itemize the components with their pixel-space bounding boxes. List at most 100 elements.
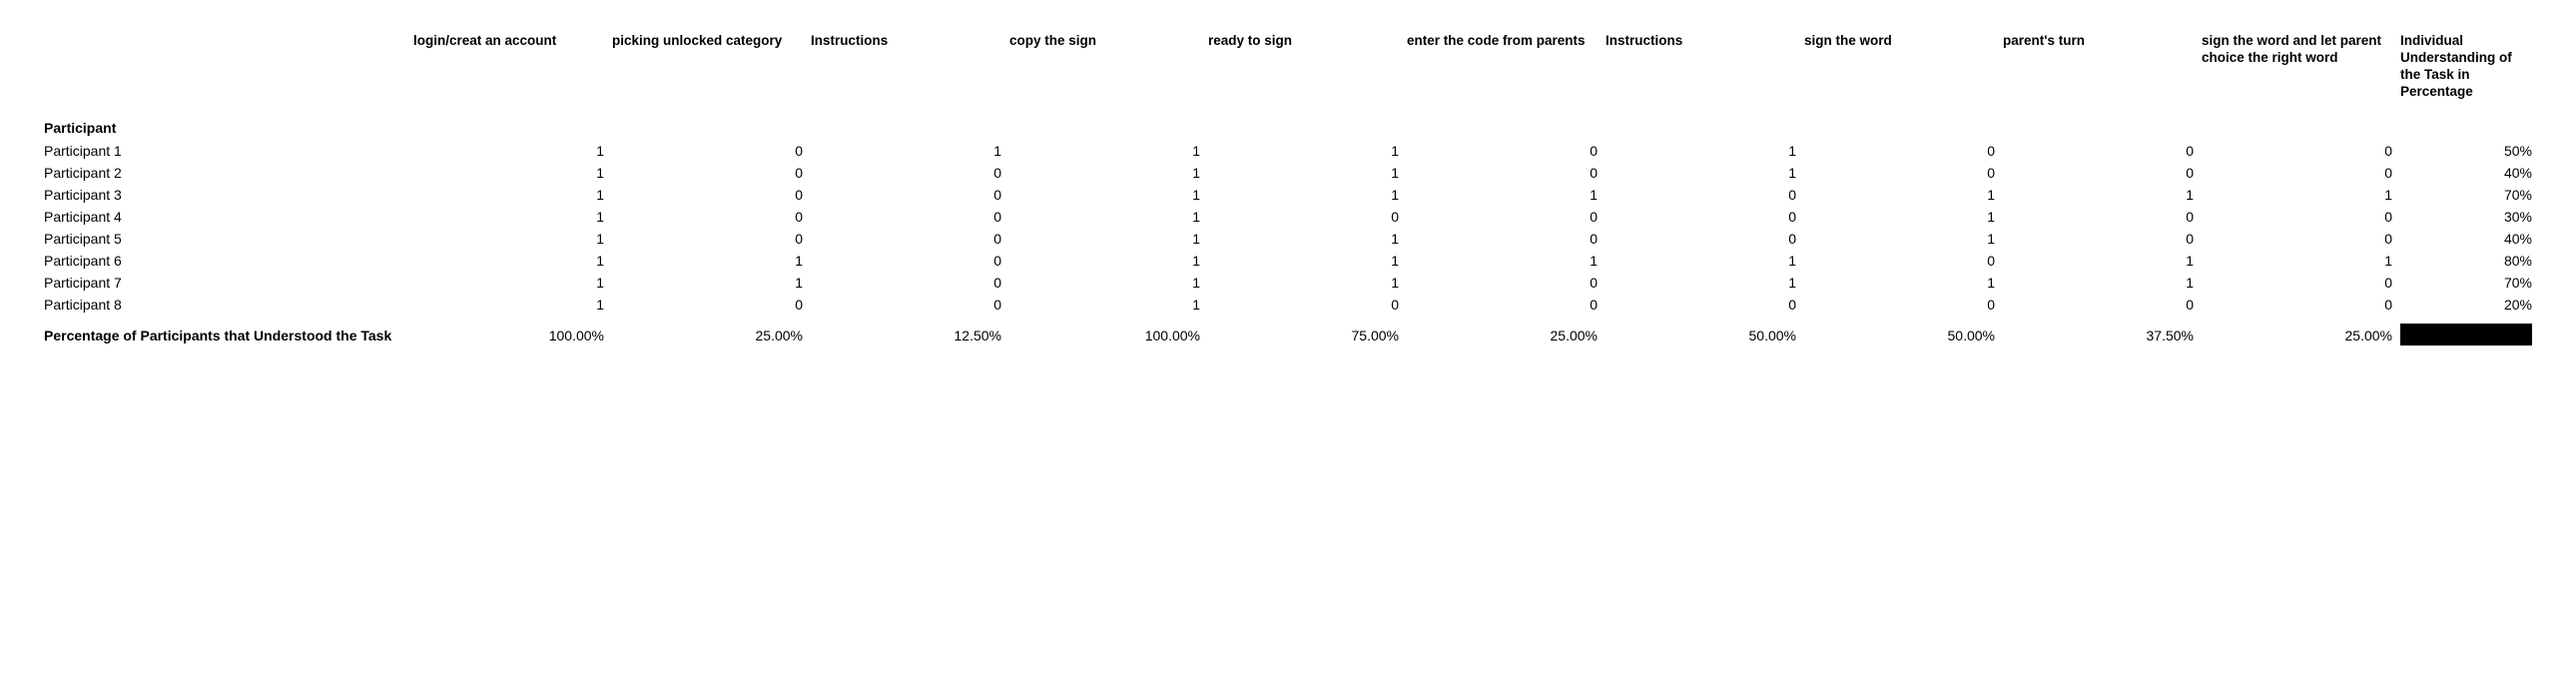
- cell: 0: [807, 184, 1005, 206]
- cell: 1: [1999, 250, 2198, 272]
- cell: 1: [1005, 250, 1204, 272]
- cell: 0: [1403, 272, 1602, 294]
- cell: 1: [1999, 184, 2198, 206]
- cell: 0: [2198, 294, 2396, 316]
- cell-pct: 40%: [2396, 228, 2536, 250]
- header-blank: [40, 30, 409, 104]
- cell: 0: [1403, 294, 1602, 316]
- cell: 0: [1403, 206, 1602, 228]
- cell: 1: [1800, 228, 1999, 250]
- summary-label: Percentage of Participants that Understo…: [40, 316, 409, 348]
- cell: 1: [1602, 162, 1800, 184]
- cell: 1: [409, 184, 608, 206]
- cell: 0: [608, 184, 807, 206]
- col-header: Instructions: [807, 30, 1005, 104]
- cell: 0: [1204, 206, 1403, 228]
- cell: 1: [1204, 272, 1403, 294]
- cell: 0: [1602, 184, 1800, 206]
- cell: 0: [1204, 294, 1403, 316]
- cell: 0: [1403, 228, 1602, 250]
- cell: 1: [1005, 162, 1204, 184]
- summary-cell: 100.00%: [409, 316, 608, 348]
- col-header: sign the word and let parent choice the …: [2198, 30, 2396, 104]
- cell: 0: [807, 162, 1005, 184]
- cell: 0: [1602, 228, 1800, 250]
- table-row: Participant 1 1 0 1 1 1 0 1 0 0 0 50%: [40, 140, 2536, 162]
- summary-cell: 25.00%: [608, 316, 807, 348]
- cell: 1: [1999, 272, 2198, 294]
- col-header: Instructions: [1602, 30, 1800, 104]
- cell: 1: [608, 250, 807, 272]
- cell: 1: [1005, 184, 1204, 206]
- cell: 1: [1204, 184, 1403, 206]
- cell: 0: [1999, 206, 2198, 228]
- cell-pct: 70%: [2396, 272, 2536, 294]
- cell-pct: 40%: [2396, 162, 2536, 184]
- cell: 1: [1800, 206, 1999, 228]
- cell: 1: [1403, 250, 1602, 272]
- cell: 1: [1800, 184, 1999, 206]
- summary-row: Percentage of Participants that Understo…: [40, 316, 2536, 348]
- cell-pct: 70%: [2396, 184, 2536, 206]
- cell: 0: [1800, 162, 1999, 184]
- row-label: Participant 1: [40, 140, 409, 162]
- cell: 0: [608, 140, 807, 162]
- redaction-block: [2400, 324, 2532, 345]
- cell: 1: [409, 162, 608, 184]
- row-label: Participant 6: [40, 250, 409, 272]
- cell: 1: [1005, 272, 1204, 294]
- cell: 1: [409, 206, 608, 228]
- cell: 1: [2198, 250, 2396, 272]
- cell: 1: [409, 294, 608, 316]
- col-header: login/creat an account: [409, 30, 608, 104]
- cell: 1: [1602, 140, 1800, 162]
- table-row: Participant 4 1 0 0 1 0 0 0 1 0 0 30%: [40, 206, 2536, 228]
- cell: 0: [807, 294, 1005, 316]
- cell: 1: [608, 272, 807, 294]
- row-label: Participant 4: [40, 206, 409, 228]
- cell: 0: [608, 162, 807, 184]
- cell: 0: [1602, 294, 1800, 316]
- cell: 0: [1999, 294, 2198, 316]
- cell: 1: [1005, 140, 1204, 162]
- cell: 1: [1005, 228, 1204, 250]
- summary-cell: 25.00%: [1403, 316, 1602, 348]
- cell: 1: [409, 250, 608, 272]
- cell-pct: 80%: [2396, 250, 2536, 272]
- row-label: Participant 5: [40, 228, 409, 250]
- cell: 0: [1800, 140, 1999, 162]
- summary-cell: 100.00%: [1005, 316, 1204, 348]
- cell: 0: [608, 206, 807, 228]
- cell: 1: [807, 140, 1005, 162]
- cell: 0: [1403, 162, 1602, 184]
- col-header: Individual Understanding of the Task in …: [2396, 30, 2536, 104]
- table-row: Participant 5 1 0 0 1 1 0 0 1 0 0 40%: [40, 228, 2536, 250]
- cell: 0: [1403, 140, 1602, 162]
- col-header: enter the code from parents: [1403, 30, 1602, 104]
- cell: 1: [1602, 272, 1800, 294]
- summary-cell: 50.00%: [1800, 316, 1999, 348]
- table-row: Participant 3 1 0 0 1 1 1 0 1 1 1 70%: [40, 184, 2536, 206]
- cell: 0: [1999, 162, 2198, 184]
- col-header: picking unlocked category: [608, 30, 807, 104]
- cell: 0: [807, 228, 1005, 250]
- cell: 0: [1602, 206, 1800, 228]
- cell: 0: [1999, 140, 2198, 162]
- cell: 1: [1800, 272, 1999, 294]
- understanding-table: login/creat an account picking unlocked …: [40, 30, 2536, 348]
- col-header: copy the sign: [1005, 30, 1204, 104]
- cell: 1: [1005, 294, 1204, 316]
- table-row: Participant 6 1 1 0 1 1 1 1 0 1 1 80%: [40, 250, 2536, 272]
- summary-cell: 25.00%: [2198, 316, 2396, 348]
- cell: 1: [1204, 162, 1403, 184]
- cell-pct: 30%: [2396, 206, 2536, 228]
- cell: 0: [2198, 140, 2396, 162]
- cell: 0: [1800, 250, 1999, 272]
- summary-cell: 37.50%: [1999, 316, 2198, 348]
- summary-cell: 50.00%: [1602, 316, 1800, 348]
- cell: 1: [1204, 228, 1403, 250]
- summary-cell: 75.00%: [1204, 316, 1403, 348]
- col-header: ready to sign: [1204, 30, 1403, 104]
- cell: 1: [1204, 140, 1403, 162]
- cell: 0: [2198, 162, 2396, 184]
